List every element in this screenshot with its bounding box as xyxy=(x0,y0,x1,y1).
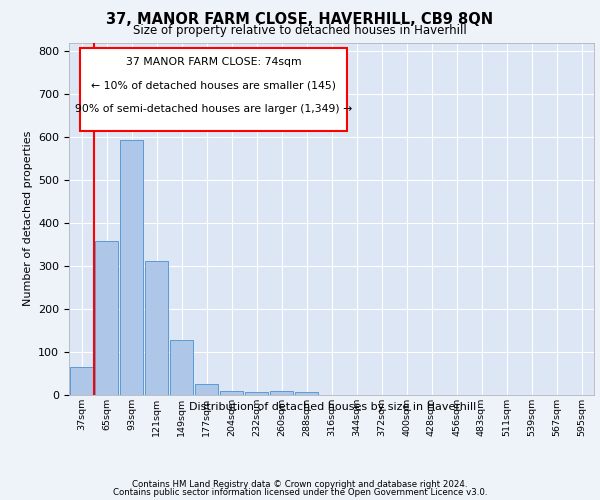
Text: ← 10% of detached houses are smaller (145): ← 10% of detached houses are smaller (14… xyxy=(91,80,336,90)
Text: Distribution of detached houses by size in Haverhill: Distribution of detached houses by size … xyxy=(190,402,476,412)
Bar xyxy=(220,390,243,395)
Bar xyxy=(270,390,293,395)
Text: 90% of semi-detached houses are larger (1,349) →: 90% of semi-detached houses are larger (… xyxy=(75,104,352,114)
Bar xyxy=(70,367,93,395)
Text: Contains HM Land Registry data © Crown copyright and database right 2024.: Contains HM Land Registry data © Crown c… xyxy=(132,480,468,489)
FancyBboxPatch shape xyxy=(79,48,347,130)
Bar xyxy=(295,392,318,395)
Y-axis label: Number of detached properties: Number of detached properties xyxy=(23,131,32,306)
Text: Contains public sector information licensed under the Open Government Licence v3: Contains public sector information licen… xyxy=(113,488,487,497)
Bar xyxy=(195,384,218,395)
Bar xyxy=(170,340,193,395)
Text: Size of property relative to detached houses in Haverhill: Size of property relative to detached ho… xyxy=(133,24,467,37)
Bar xyxy=(245,392,268,395)
Text: 37, MANOR FARM CLOSE, HAVERHILL, CB9 8QN: 37, MANOR FARM CLOSE, HAVERHILL, CB9 8QN xyxy=(106,12,494,27)
Bar xyxy=(145,261,168,395)
Bar xyxy=(120,140,143,395)
Bar xyxy=(95,241,118,395)
Text: 37 MANOR FARM CLOSE: 74sqm: 37 MANOR FARM CLOSE: 74sqm xyxy=(125,57,301,67)
